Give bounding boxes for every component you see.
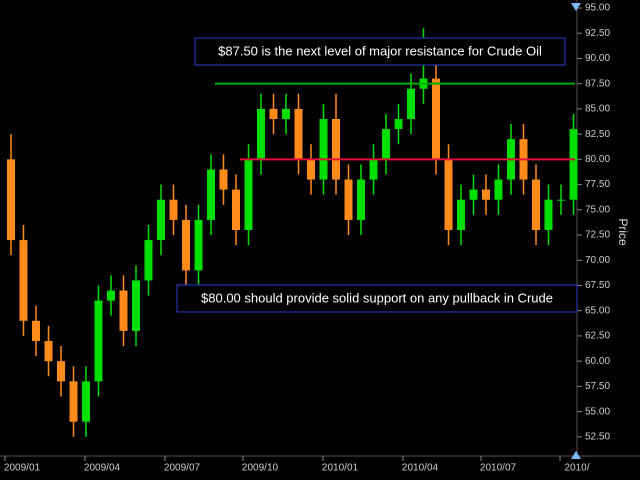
x-tick-label: 2009/04 bbox=[84, 463, 121, 474]
candle-body bbox=[532, 179, 540, 230]
y-tick-label: 90.00 bbox=[585, 53, 610, 64]
y-tick-label: 60.00 bbox=[585, 356, 610, 367]
candle-body bbox=[144, 240, 153, 281]
candle-body bbox=[469, 189, 478, 200]
candle-body bbox=[244, 159, 253, 230]
candle-body bbox=[444, 159, 453, 230]
candle-body bbox=[32, 320, 40, 341]
candle-body bbox=[357, 179, 365, 220]
x-tick-label: 2009/01 bbox=[4, 463, 41, 474]
candle-body bbox=[182, 219, 190, 271]
candle-body bbox=[319, 118, 328, 180]
x-tick-label: 2010/07 bbox=[480, 463, 517, 474]
candle-body bbox=[482, 189, 490, 200]
candle-body bbox=[19, 240, 28, 321]
y-tick-label: 75.00 bbox=[585, 204, 610, 215]
candle-body bbox=[544, 199, 553, 230]
annotation-box bbox=[194, 37, 566, 66]
candle-body bbox=[394, 118, 403, 130]
candle-body bbox=[82, 381, 90, 422]
x-tick-label: 2010/04 bbox=[402, 463, 439, 474]
x-tick-label: 2009/10 bbox=[242, 463, 279, 474]
candle-body bbox=[457, 199, 465, 230]
y-tick-label: 80.00 bbox=[585, 154, 610, 165]
annotation-text: $80.00 should provide solid support on a… bbox=[201, 290, 553, 305]
candle-body bbox=[282, 108, 290, 119]
annotation-box bbox=[176, 284, 578, 313]
candle-body bbox=[7, 159, 15, 241]
candle-body bbox=[207, 169, 215, 220]
candle-body bbox=[294, 108, 303, 160]
candle-body bbox=[232, 189, 240, 230]
candle-body bbox=[307, 159, 315, 180]
candle-body bbox=[69, 381, 78, 422]
y-tick-label: 52.50 bbox=[585, 431, 610, 442]
candle-body bbox=[157, 199, 165, 241]
y-tick-label: 55.00 bbox=[585, 406, 610, 417]
candle-body bbox=[107, 290, 115, 301]
candle-body bbox=[119, 290, 128, 331]
annotation-text: $87.50 is the next level of major resist… bbox=[218, 43, 542, 58]
candle-body bbox=[407, 88, 415, 119]
top-scroll-marker[interactable] bbox=[571, 3, 581, 11]
candle-body bbox=[94, 300, 103, 382]
y-tick-label: 82.50 bbox=[585, 129, 610, 140]
candle-body bbox=[382, 129, 390, 160]
candle-body bbox=[194, 219, 203, 271]
candle-body bbox=[344, 179, 353, 220]
candle-body bbox=[169, 199, 178, 220]
y-tick-label: 70.00 bbox=[585, 255, 610, 266]
y-tick-label: 95.00 bbox=[585, 3, 610, 14]
y-tick-label: 65.00 bbox=[585, 305, 610, 316]
y-tick-label: 92.50 bbox=[585, 28, 610, 39]
candle-body bbox=[332, 118, 340, 180]
bottom-scroll-marker[interactable] bbox=[571, 451, 581, 459]
y-tick-label: 57.50 bbox=[585, 381, 610, 392]
candle-body bbox=[57, 361, 65, 382]
x-tick-label: 2009/07 bbox=[164, 463, 201, 474]
x-tick-label: 2010/ bbox=[564, 463, 589, 474]
y-tick-label: 85.00 bbox=[585, 104, 610, 115]
x-tick-label: 2010/01 bbox=[322, 463, 359, 474]
candle-body bbox=[219, 169, 228, 190]
y-tick-label: 77.50 bbox=[585, 179, 610, 190]
y-tick-label: 62.50 bbox=[585, 331, 610, 342]
candle-body bbox=[369, 159, 378, 180]
candle-body bbox=[494, 179, 503, 200]
y-axis-title: Price bbox=[616, 218, 630, 246]
candle-body bbox=[44, 340, 53, 362]
y-tick-label: 87.50 bbox=[585, 78, 610, 89]
y-tick-label: 72.50 bbox=[585, 230, 610, 241]
candle-body bbox=[257, 108, 265, 160]
y-tick-label: 67.50 bbox=[585, 280, 610, 291]
candle-body bbox=[269, 108, 278, 119]
candle-body bbox=[432, 78, 440, 160]
candle-body bbox=[557, 199, 565, 201]
candle-body bbox=[132, 280, 140, 331]
candle-body bbox=[569, 129, 578, 200]
